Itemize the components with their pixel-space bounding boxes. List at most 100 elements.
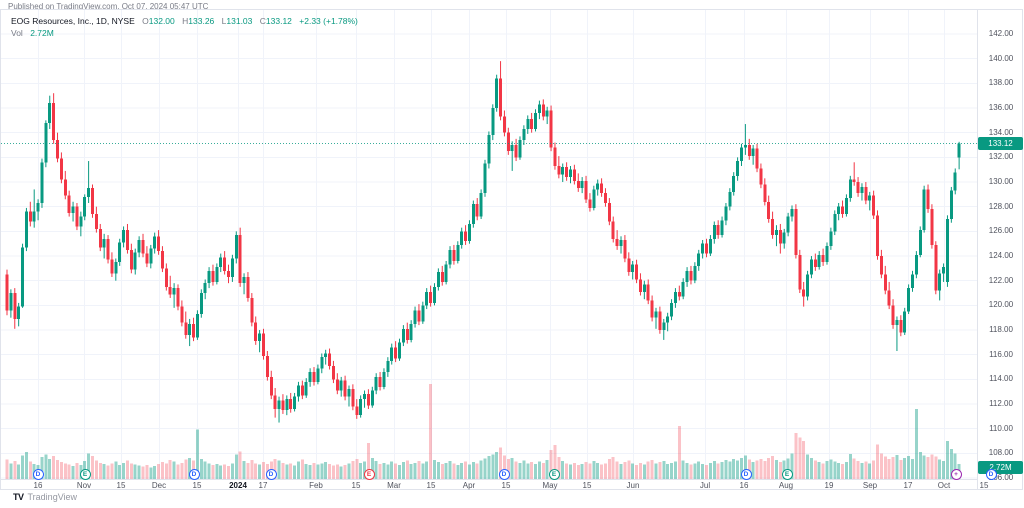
candle (615, 238, 619, 247)
candle (522, 128, 526, 141)
candle (246, 276, 250, 298)
candle (833, 214, 837, 232)
volume-bar (642, 464, 646, 479)
candle (638, 279, 642, 292)
volume-bar (44, 454, 48, 479)
dividend-event-icon[interactable]: D (740, 469, 752, 480)
candle (36, 202, 40, 212)
dividend-event-icon[interactable]: D (498, 469, 510, 480)
volume-bar (720, 462, 724, 479)
volume-bar (184, 459, 188, 479)
volume-bar (331, 465, 335, 479)
candle (553, 147, 557, 166)
candle (149, 248, 153, 264)
earnings-event-icon[interactable]: E (548, 469, 560, 480)
candle (250, 297, 254, 323)
candle (335, 379, 339, 391)
volume-bar (122, 462, 126, 479)
volume-bar (739, 457, 743, 479)
candle (945, 219, 949, 282)
candle (24, 211, 28, 248)
candle (386, 360, 390, 372)
volume-bar (774, 460, 778, 479)
published-line: Published on TradingView.com, Oct 07, 20… (8, 2, 209, 11)
volume-bar (160, 462, 164, 479)
volume-bar (806, 454, 810, 479)
candle (421, 305, 425, 322)
candle (565, 167, 569, 178)
volume-bar (899, 460, 903, 479)
volume-bar (938, 459, 942, 479)
candle (409, 323, 413, 340)
volume-bar (382, 462, 386, 479)
volume-bar (514, 461, 518, 479)
candle (223, 257, 227, 271)
candle (444, 264, 448, 282)
candle (918, 230, 922, 255)
more-events-event-icon[interactable]: + (950, 469, 962, 480)
dividend-event-icon[interactable]: D (265, 469, 277, 480)
candle (452, 249, 456, 261)
volume-bar (316, 464, 320, 479)
candle (429, 291, 433, 303)
earnings-event-icon[interactable]: E (79, 469, 91, 480)
dividend-event-icon[interactable]: D (985, 469, 997, 480)
volume-bar (59, 462, 63, 479)
symbol-title[interactable]: EOG Resources, Inc., 1D, NYSE (11, 16, 135, 26)
candle (596, 183, 600, 190)
volume-bar (526, 463, 530, 479)
candle (436, 272, 440, 287)
candle (184, 322, 188, 335)
candle (685, 270, 689, 282)
volume-bar (646, 461, 650, 479)
volume-bar (67, 464, 71, 479)
volume-bar (413, 462, 417, 479)
volume-bar (398, 465, 402, 479)
high-value: 133.26 (188, 16, 215, 26)
candle (537, 104, 541, 113)
volume-bar (833, 461, 837, 479)
dividend-event-icon[interactable]: D (32, 469, 44, 480)
volume-bar (440, 463, 444, 479)
volume-bar (627, 460, 631, 479)
candle (724, 206, 728, 221)
volume-bar (5, 459, 9, 479)
candle (646, 284, 650, 301)
candle (215, 267, 219, 282)
volume-bar (227, 466, 231, 479)
volume-bar (56, 460, 60, 479)
candle (848, 179, 852, 199)
volume-bar (693, 463, 697, 479)
volume-bar (110, 463, 114, 479)
candle (90, 188, 94, 215)
candle (79, 216, 83, 227)
volume-bar (230, 463, 234, 479)
price-axis-label: 126.00 (988, 226, 1014, 236)
volume-bar (312, 462, 316, 479)
candle (510, 145, 514, 152)
earnings-event-icon[interactable]: E (781, 469, 793, 480)
candle (720, 220, 724, 236)
volume-bar (763, 461, 767, 479)
volume-bar (203, 461, 207, 479)
volume-bar (930, 454, 934, 479)
earnings-event-icon[interactable]: E (363, 469, 375, 480)
close-label: C (259, 16, 266, 26)
candle (176, 288, 180, 307)
time-axis-label: 15 (979, 481, 989, 490)
volume-bar (137, 465, 141, 479)
volume-bar (106, 465, 110, 479)
volume-bar (176, 464, 180, 479)
volume-bar (903, 457, 907, 479)
volume-bar (712, 461, 716, 479)
candle (129, 249, 133, 270)
volume-bar (199, 458, 203, 479)
price-pane[interactable] (1, 10, 1023, 490)
candle (864, 186, 868, 201)
dividend-event-icon[interactable]: D (188, 469, 200, 480)
last-price-badge: 133.12 (978, 137, 1023, 151)
candle (611, 221, 615, 239)
price-axis-label: 118.00 (989, 325, 1013, 335)
candle (650, 300, 654, 318)
tradingview-attribution[interactable]: TV TradingView (13, 492, 77, 502)
